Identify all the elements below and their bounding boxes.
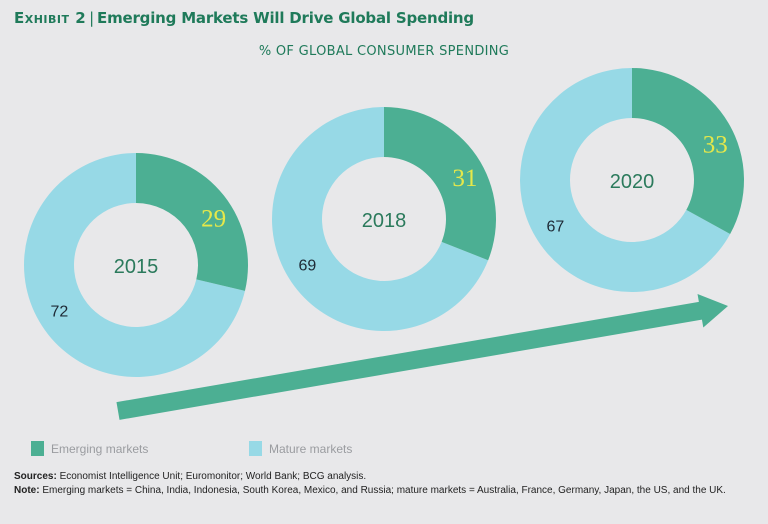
- value-label-mature-2020: 67: [546, 218, 564, 235]
- slice-emerging-2018: [384, 107, 496, 261]
- value-label-emerging-2020: 33: [703, 131, 728, 158]
- title-separator: |: [89, 9, 95, 27]
- chart-subtitle: % OF GLOBAL CONSUMER SPENDING: [258, 44, 510, 59]
- year-label-2015: 2015: [114, 256, 159, 278]
- donut-2018: 2018 31 69: [272, 107, 496, 332]
- title-text: Emerging Markets Will Drive Global Spend…: [97, 9, 474, 27]
- slice-mature-2015: [24, 153, 245, 377]
- note-text: Emerging markets = China, India, Indones…: [39, 485, 726, 496]
- donut-2020: 2020 33 67: [520, 68, 744, 292]
- year-label-2020: 2020: [610, 171, 655, 193]
- value-label-mature-2018: 69: [298, 257, 316, 274]
- legend-swatch-emerging: [31, 441, 44, 456]
- footnotes: Sources: Economist Intelligence Unit; Eu…: [14, 470, 759, 498]
- sources-line: Sources: Economist Intelligence Unit; Eu…: [14, 470, 759, 484]
- value-label-emerging-2018: 31: [452, 165, 477, 192]
- exhibit-title: Exhibit 2 | Emerging Markets Will Drive Gl…: [14, 9, 474, 27]
- legend-label-mature: Mature markets: [269, 441, 353, 456]
- year-label-2018: 2018: [362, 210, 407, 232]
- slice-mature-2020: [520, 68, 731, 292]
- legend-item-emerging: Emerging markets: [31, 441, 148, 456]
- legend-label-emerging: Emerging markets: [51, 441, 149, 456]
- note-label: Note:: [14, 485, 40, 496]
- donut-2015: 2015 29 72: [24, 153, 248, 377]
- exhibit-label: Exhibit 2: [14, 9, 87, 27]
- sources-text: Economist Intelligence Unit; Euromonitor…: [56, 471, 367, 482]
- legend-swatch-mature: [249, 441, 262, 456]
- value-label-emerging-2015: 29: [201, 206, 226, 233]
- slice-emerging-2015: [136, 153, 248, 291]
- note-line: Note: Emerging markets = China, India, I…: [14, 484, 759, 498]
- slice-mature-2018: [272, 107, 489, 332]
- trend-arrow: [116, 293, 729, 420]
- slice-emerging-2020: [632, 68, 744, 234]
- sources-label: Sources:: [14, 471, 57, 482]
- value-label-mature-2015: 72: [50, 303, 68, 320]
- legend-item-mature: Mature markets: [249, 441, 352, 456]
